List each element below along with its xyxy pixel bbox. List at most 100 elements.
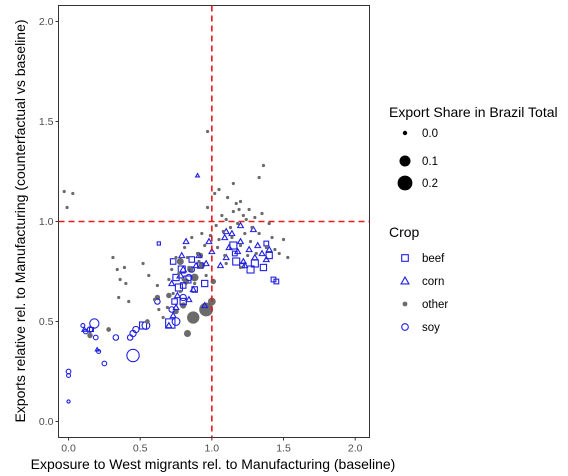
data-point-other (253, 215, 257, 220)
data-point-soy (112, 334, 120, 341)
data-point-other (231, 181, 235, 186)
data-point-corn (258, 249, 266, 257)
data-point-other (157, 307, 161, 312)
data-point-other (111, 255, 115, 260)
data-point-other (205, 129, 210, 134)
data-point-other (204, 273, 208, 278)
data-point-corn (228, 229, 236, 237)
data-point-corn (165, 321, 173, 329)
data-point-other (190, 273, 199, 282)
data-point-other (224, 217, 228, 222)
x-tick-label: 1.0 (205, 443, 220, 455)
data-points-layer (62, 129, 290, 404)
data-point-other (230, 235, 234, 240)
data-point-soy (66, 399, 71, 404)
data-point-other (187, 311, 200, 324)
size-legend: Export Share in Brazil Total 0.0 0.1 0.2 (389, 104, 558, 191)
data-point-other (118, 277, 122, 282)
crop-legend-label: corn (422, 276, 444, 288)
data-point-beef (270, 276, 277, 283)
data-point-corn (182, 237, 190, 245)
data-point-corn (236, 237, 245, 245)
data-point-other (238, 243, 243, 248)
data-point-other (226, 195, 230, 200)
data-point-corn (205, 237, 213, 245)
data-point-other (267, 221, 271, 226)
data-point-corn (236, 221, 245, 229)
data-point-other (234, 201, 238, 206)
data-point-corn (216, 261, 225, 269)
data-point-other (200, 231, 204, 236)
data-point-beef (265, 251, 273, 260)
data-point-other (214, 223, 218, 228)
x-axis-title: Exposure to West migrants rel. to Manufa… (31, 456, 396, 472)
crop-legend-label: beef (422, 253, 445, 265)
data-point-other (244, 217, 248, 222)
data-point-corn (265, 245, 273, 253)
crop-legend-label: other (422, 299, 448, 311)
size-legend-key (397, 175, 413, 191)
data-point-corn (251, 253, 259, 261)
data-point-corn (239, 257, 248, 265)
data-point-soy (92, 334, 99, 341)
data-point-beef (179, 282, 187, 289)
crop-legend-label: soy (422, 322, 440, 334)
data-point-other (248, 239, 253, 244)
data-point-soy (89, 318, 100, 329)
data-point-other (213, 191, 217, 196)
data-point-beef (171, 298, 178, 305)
data-point-other (215, 245, 220, 250)
data-point-other (180, 302, 187, 309)
data-point-other (260, 211, 264, 216)
data-point-other (124, 281, 128, 286)
data-point-corn (194, 172, 201, 178)
x-tick-label: 2.0 (348, 443, 363, 455)
data-point-other (217, 237, 221, 242)
data-point-beef (188, 256, 196, 263)
data-point-corn (249, 225, 258, 233)
data-point-other (228, 225, 233, 230)
data-point-other (243, 231, 247, 236)
data-point-corn (233, 247, 242, 255)
data-point-corn (80, 326, 88, 332)
data-point-other (257, 231, 261, 236)
data-point-corn (208, 247, 216, 255)
y-tick-label: 0.5 (39, 316, 54, 328)
data-point-corn (177, 251, 186, 259)
data-point-soy (188, 266, 196, 273)
data-point-other (224, 261, 228, 266)
data-point-other (127, 299, 131, 304)
data-point-other (115, 267, 119, 272)
y-tick-label: 1.5 (39, 116, 54, 128)
data-point-beef (169, 258, 177, 265)
data-point-other (185, 255, 190, 260)
data-point-other (193, 281, 197, 286)
data-point-other (197, 259, 201, 264)
data-point-other (122, 265, 127, 270)
data-point-other (171, 291, 175, 296)
data-point-other (87, 332, 93, 339)
data-point-other (167, 277, 171, 282)
data-point-soy (101, 360, 108, 367)
data-point-other (270, 235, 274, 240)
data-point-corn (185, 295, 193, 303)
data-point-other (183, 245, 187, 250)
data-point-other (166, 292, 172, 299)
data-point-other (257, 175, 261, 180)
data-point-soy (80, 322, 86, 329)
data-point-other (221, 229, 225, 234)
data-point-other (161, 315, 165, 320)
data-point-other (181, 277, 185, 282)
data-point-soy (154, 298, 161, 305)
crop-legend: Crop beef corn other soy (389, 224, 448, 334)
y-axis-ticks: 0.0 0.5 1.0 1.5 2.0 (39, 16, 59, 428)
data-point-other (190, 235, 194, 240)
data-point-other (187, 265, 191, 270)
data-point-corn (241, 261, 249, 269)
crop-legend-key-soy (401, 323, 409, 331)
size-legend-key (399, 155, 411, 167)
data-point-other (286, 255, 290, 260)
data-point-beef (232, 257, 241, 266)
data-point-other (176, 258, 184, 265)
